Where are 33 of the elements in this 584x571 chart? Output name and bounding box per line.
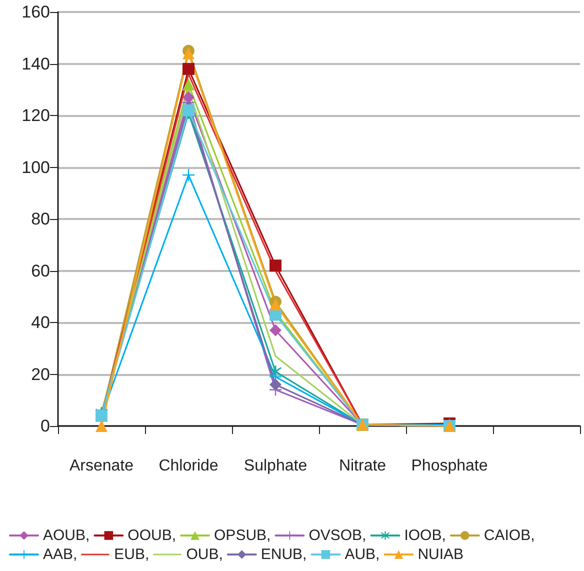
legend-label: NUIAB	[418, 546, 464, 563]
y-tick-label: 0	[40, 416, 50, 436]
legend-label: IOOB,	[404, 527, 446, 544]
y-tick-label: 120	[22, 106, 50, 125]
legend-label: OVSOB,	[308, 527, 366, 544]
point	[270, 378, 282, 391]
legend-label: OUB,	[186, 546, 223, 563]
point	[270, 324, 282, 336]
legend-label: CAIOB,	[484, 527, 535, 544]
y-tick-label: 140	[22, 54, 50, 74]
y-tick-label: 80	[31, 210, 50, 228]
x-tick-label: Sulphate	[244, 458, 308, 474]
point	[270, 298, 282, 310]
y-tick-label: 20	[31, 364, 50, 384]
y-tick-label: 160	[22, 2, 50, 22]
x-tick-label: Nitrate	[338, 458, 386, 474]
x-tick-label: Phosphate	[411, 458, 488, 474]
point	[182, 47, 194, 60]
legend-label: ENUB,	[260, 546, 307, 563]
point	[270, 260, 282, 272]
y-tick-label: 100	[22, 158, 50, 177]
y-tick-label: 60	[31, 261, 50, 280]
legend-label: AAB,	[43, 546, 78, 563]
x-tick-label: Arsenate	[69, 458, 134, 474]
point	[96, 420, 108, 432]
y-tick-label: 40	[31, 313, 50, 332]
point	[182, 62, 194, 75]
x-tick-label: Chloride	[158, 458, 218, 474]
legend-label: AOUB,	[43, 527, 90, 544]
legend-label: AUB,	[344, 546, 380, 563]
legend-label: OOUB,	[128, 527, 176, 544]
legend-label: OPSUB,	[214, 527, 271, 544]
legend-label: EUB,	[114, 546, 150, 563]
